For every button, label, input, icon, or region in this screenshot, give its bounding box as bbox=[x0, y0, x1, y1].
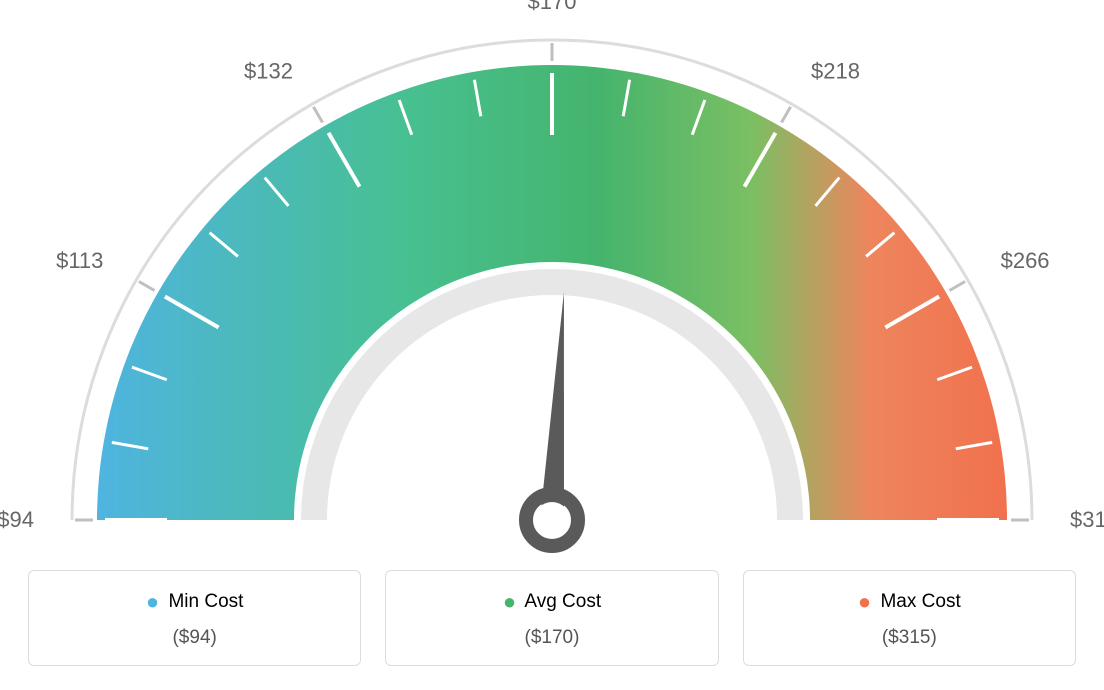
legend-card-min: ● Min Cost ($94) bbox=[28, 570, 361, 666]
legend-value-min: ($94) bbox=[41, 627, 348, 649]
svg-text:$170: $170 bbox=[528, 0, 577, 14]
legend-label-avg: Avg Cost bbox=[524, 591, 601, 612]
legend-label-min: Min Cost bbox=[168, 591, 243, 612]
legend-card-max: ● Max Cost ($315) bbox=[743, 570, 1076, 666]
legend-value-avg: ($170) bbox=[398, 627, 705, 649]
gauge-chart: $94 $113 $132 $170 $218 $266 $315 bbox=[0, 0, 1104, 560]
svg-text:$132: $132 bbox=[244, 58, 293, 83]
svg-text:$266: $266 bbox=[1001, 248, 1050, 273]
svg-text:$315: $315 bbox=[1070, 507, 1104, 532]
legend-dot-max: ● bbox=[858, 589, 871, 614]
svg-text:$94: $94 bbox=[0, 507, 34, 532]
legend-dot-min: ● bbox=[146, 589, 159, 614]
legend-value-max: ($315) bbox=[756, 627, 1063, 649]
legend-title-avg: ● Avg Cost bbox=[398, 589, 705, 615]
legend-label-max: Max Cost bbox=[880, 591, 960, 612]
legend-title-min: ● Min Cost bbox=[41, 589, 348, 615]
legend-title-max: ● Max Cost bbox=[756, 589, 1063, 615]
legend-row: ● Min Cost ($94) ● Avg Cost ($170) ● Max… bbox=[0, 560, 1104, 666]
legend-card-avg: ● Avg Cost ($170) bbox=[385, 570, 718, 666]
gauge-svg: $94 $113 $132 $170 $218 $266 $315 bbox=[0, 0, 1104, 560]
svg-text:$218: $218 bbox=[811, 58, 860, 83]
legend-dot-avg: ● bbox=[503, 589, 516, 614]
svg-text:$113: $113 bbox=[56, 248, 103, 273]
